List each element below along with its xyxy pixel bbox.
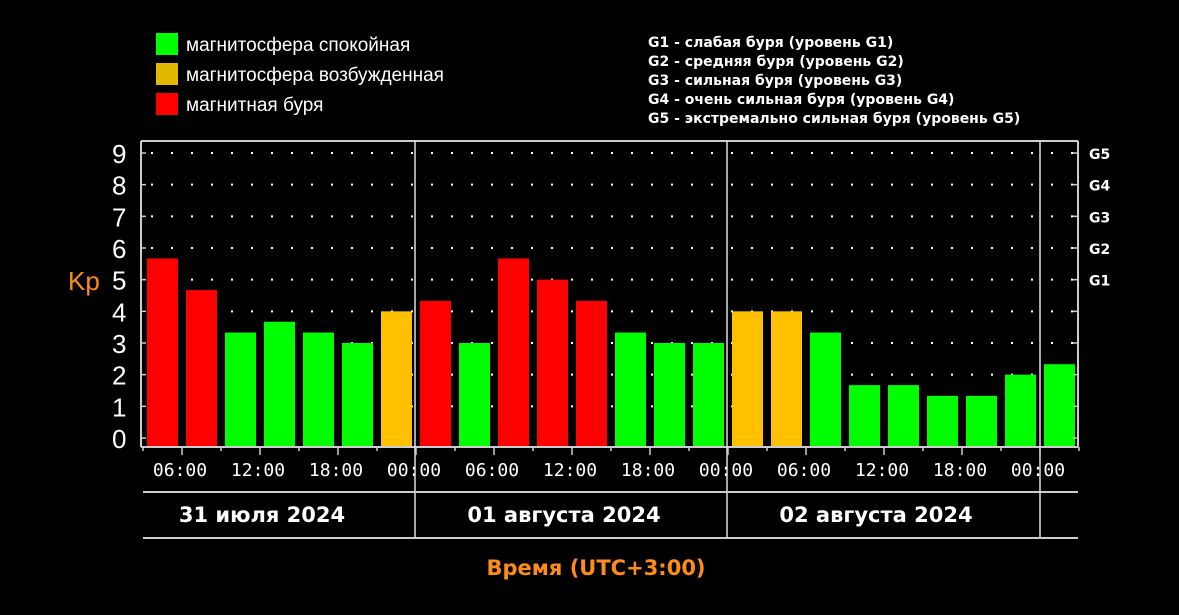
y-tick-label: 9 <box>112 139 126 169</box>
x-tick-label: 12:00 <box>231 460 285 481</box>
storm-level-g4: G4 - очень сильная буря (уровень G4) <box>648 92 954 108</box>
bars <box>147 258 1075 447</box>
date-label: 31 июля 2024 <box>179 503 345 527</box>
kp-bar <box>225 332 256 447</box>
x-tick-label: 12:00 <box>543 460 597 481</box>
x-axis-label: Время (UTC+3:00) <box>486 556 705 580</box>
kp-bar <box>654 343 685 447</box>
right-tick-label-g5: G5 <box>1089 147 1110 163</box>
kp-bar <box>888 385 919 447</box>
y-tick-label: 4 <box>112 297 126 327</box>
y-tick-label: 7 <box>112 202 126 232</box>
storm-level-legend: G1 - слабая буря (уровень G1) G2 - средн… <box>648 35 1020 127</box>
kp-bar <box>771 311 802 447</box>
y-tick-label: 1 <box>112 392 126 422</box>
kp-bar <box>498 258 529 447</box>
x-tick-label: 06:00 <box>153 460 207 481</box>
kp-bar <box>459 343 490 447</box>
kp-bar <box>810 332 841 447</box>
kp-bar <box>615 332 646 447</box>
y-axis-label: Kp <box>68 266 100 296</box>
right-tick-label-g1: G1 <box>1089 274 1110 290</box>
y-tick-label: 0 <box>112 424 126 454</box>
x-tick-label: 00:00 <box>387 460 441 481</box>
kp-bar <box>1044 364 1075 447</box>
x-tick-label: 18:00 <box>621 460 675 481</box>
legend-label-quiet: магнитосфера спокойная <box>186 35 410 56</box>
legend-swatch-active <box>156 63 178 85</box>
x-tick-label: 12:00 <box>855 460 909 481</box>
y-tick-label: 3 <box>112 329 126 359</box>
y-tick-label: 2 <box>112 361 126 391</box>
x-tick-label: 06:00 <box>465 460 519 481</box>
kp-bar <box>303 332 334 447</box>
x-tick-label: 00:00 <box>1011 460 1065 481</box>
right-tick-label-g4: G4 <box>1089 179 1110 195</box>
kp-bar <box>849 385 880 447</box>
x-tick-label: 06:00 <box>777 460 831 481</box>
kp-bar <box>420 300 451 447</box>
x-tick-label: 00:00 <box>699 460 753 481</box>
kp-bar <box>576 300 607 447</box>
right-tick-label-g2: G2 <box>1089 242 1110 258</box>
legend: магнитосфера спокойная магнитосфера возб… <box>156 33 444 116</box>
grid <box>151 152 1074 408</box>
kp-bar <box>381 311 412 447</box>
kp-bar <box>732 311 763 447</box>
y-tick-label: 8 <box>112 171 126 201</box>
legend-label-storm: магнитная буря <box>186 95 323 116</box>
kp-bar <box>693 343 724 447</box>
kp-bar <box>927 395 958 447</box>
kp-bar <box>186 290 217 447</box>
y-tick-label: 5 <box>112 266 126 296</box>
kp-bar <box>264 321 295 447</box>
date-label: 02 августа 2024 <box>779 503 972 527</box>
kp-bar <box>342 343 373 447</box>
storm-level-g1: G1 - слабая буря (уровень G1) <box>648 35 893 51</box>
storm-level-g5: G5 - экстремально сильная буря (уровень … <box>648 111 1020 127</box>
kp-bar <box>1005 374 1036 447</box>
storm-level-g2: G2 - средняя буря (уровень G2) <box>648 54 904 70</box>
y-tick-label: 6 <box>112 234 126 264</box>
legend-label-active: магнитосфера возбужденная <box>186 65 444 86</box>
kp-bar <box>537 279 568 447</box>
kp-bar <box>966 395 997 447</box>
legend-swatch-quiet <box>156 33 178 55</box>
x-tick-label: 18:00 <box>933 460 987 481</box>
legend-swatch-storm <box>156 93 178 115</box>
x-tick-label: 18:00 <box>309 460 363 481</box>
storm-level-g3: G3 - сильная буря (уровень G3) <box>648 73 902 89</box>
right-tick-label-g3: G3 <box>1089 210 1110 226</box>
date-label: 01 августа 2024 <box>467 503 660 527</box>
kp-bar <box>147 258 178 447</box>
